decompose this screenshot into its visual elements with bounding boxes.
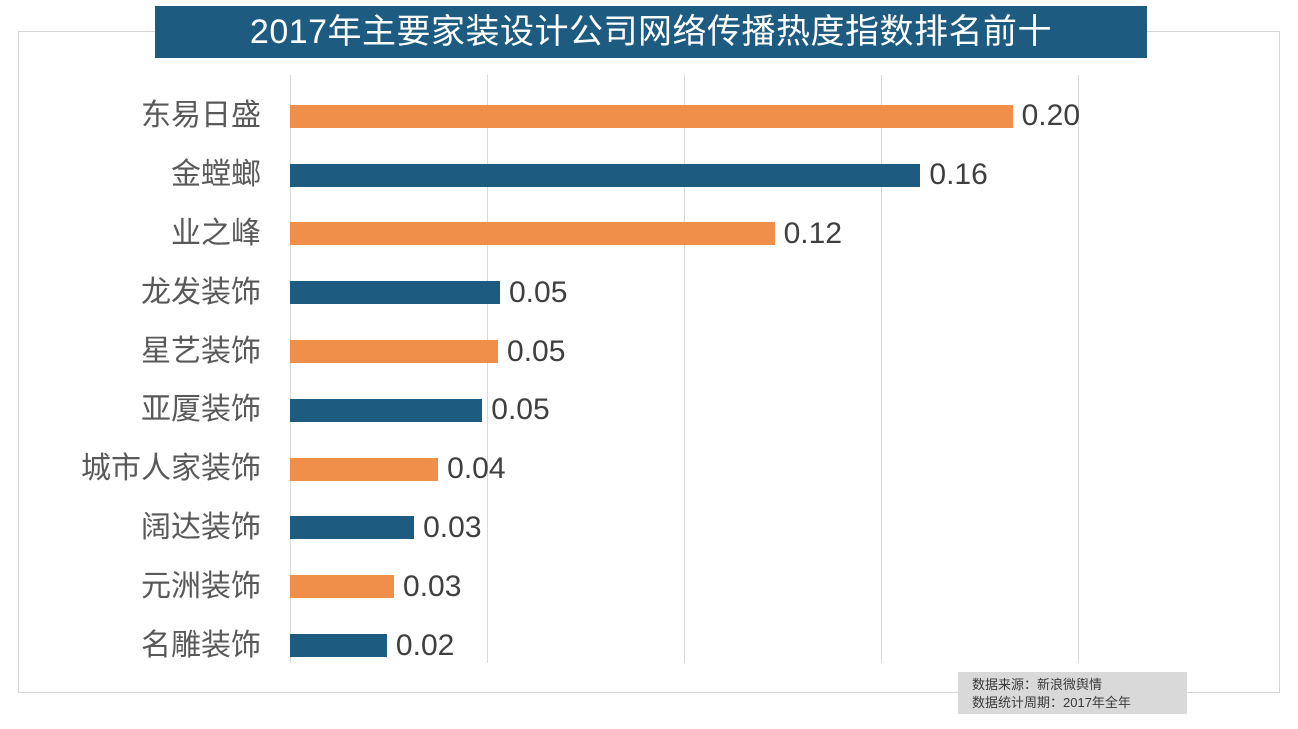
category-row: 亚厦装饰 xyxy=(0,381,275,440)
page-title: 2017年主要家装设计公司网络传播热度指数排名前十 xyxy=(249,13,1053,51)
bar-row[interactable]: 0.05 xyxy=(290,322,1080,381)
category-label-8: 阔达装饰 xyxy=(141,510,261,544)
category-row: 阔达装饰 xyxy=(0,499,275,558)
bar-9[interactable] xyxy=(290,575,395,599)
category-row: 业之峰 xyxy=(0,205,275,264)
category-label-6: 亚厦装饰 xyxy=(141,393,261,427)
bar-3[interactable] xyxy=(290,222,775,246)
bar-value-label: 0.03 xyxy=(403,569,462,603)
source-note-line-1: 数据来源：新浪微舆情 xyxy=(972,677,1103,692)
category-row: 名雕装饰 xyxy=(0,616,275,675)
category-label-1: 东易日盛 xyxy=(141,99,261,133)
bar-value-label: 0.12 xyxy=(783,216,842,250)
bar-value-label: 0.05 xyxy=(491,393,550,427)
bar-value-label: 0.16 xyxy=(929,158,988,192)
bar-2[interactable] xyxy=(290,163,921,187)
bar-4[interactable] xyxy=(290,281,500,305)
category-row: 龙发装饰 xyxy=(0,263,275,322)
gridline-0 xyxy=(290,75,291,663)
gridline-1 xyxy=(487,75,488,663)
bar-6[interactable] xyxy=(290,398,483,422)
chart-plot-area: 0.20 0.16 0.12 0.05 0.05 0.05 0.04 0.03 0.03 0.02 xyxy=(290,75,1080,663)
category-row: 城市人家装饰 xyxy=(0,440,275,499)
category-row: 星艺装饰 xyxy=(0,322,275,381)
bar-row[interactable]: 0.20 xyxy=(290,87,1080,146)
bar-row[interactable]: 0.05 xyxy=(290,263,1080,322)
gridline-2 xyxy=(684,75,685,663)
bar-10[interactable] xyxy=(290,634,387,658)
bar-value-label: 0.05 xyxy=(509,275,568,309)
bar-8[interactable] xyxy=(290,516,415,540)
category-label-2: 金螳螂 xyxy=(171,158,261,192)
category-axis-labels: 东易日盛金螳螂业之峰龙发装饰星艺装饰亚厦装饰城市人家装饰阔达装饰元洲装饰名雕装饰 xyxy=(0,75,275,663)
bar-value-label: 0.04 xyxy=(447,452,506,486)
bar-value-label: 0.03 xyxy=(423,510,482,544)
category-row: 金螳螂 xyxy=(0,146,275,205)
category-label-3: 业之峰 xyxy=(171,216,261,250)
bar-value-label: 0.02 xyxy=(395,628,455,662)
bar-7[interactable] xyxy=(290,457,439,481)
bar-1[interactable] xyxy=(290,104,1013,128)
category-row: 元洲装饰 xyxy=(0,557,275,616)
category-label-9: 元洲装饰 xyxy=(141,569,261,603)
category-label-5: 星艺装饰 xyxy=(141,334,261,368)
bar-value-label: 0.20 xyxy=(1021,99,1080,133)
category-label-4: 龙发装饰 xyxy=(141,275,261,309)
category-row: 东易日盛 xyxy=(0,87,275,146)
category-label-7: 城市人家装饰 xyxy=(81,452,261,486)
bar-row[interactable]: 0.03 xyxy=(290,499,1080,558)
category-label-10: 名雕装饰 xyxy=(141,628,261,662)
bar-row[interactable]: 0.03 xyxy=(290,557,1080,616)
bar-value-label: 0.05 xyxy=(507,334,566,368)
bar-row[interactable]: 0.16 xyxy=(290,146,1080,205)
bar-5[interactable] xyxy=(290,340,499,364)
bar-row[interactable]: 0.04 xyxy=(290,440,1080,499)
source-note: 数据来源：新浪微舆情 数据统计周期：2017年全年 xyxy=(958,672,1187,714)
gridline-4 xyxy=(1078,75,1079,663)
bar-row[interactable]: 0.05 xyxy=(290,381,1080,440)
chart-title-banner: 2017年主要家装设计公司网络传播热度指数排名前十 xyxy=(155,6,1147,58)
bar-row[interactable]: 0.02 xyxy=(290,616,1080,675)
source-note-line-2: 数据统计周期：2017年全年 xyxy=(972,695,1131,710)
gridline-3 xyxy=(881,75,882,663)
bar-row[interactable]: 0.12 xyxy=(290,205,1080,264)
